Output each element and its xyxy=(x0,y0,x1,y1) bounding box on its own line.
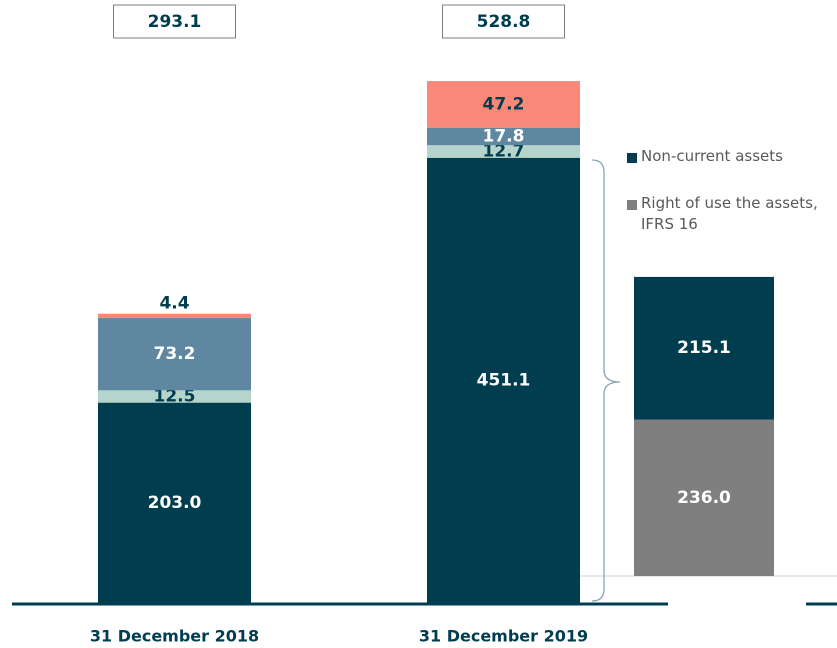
value-label: 17.8 xyxy=(483,126,525,146)
bar-segment xyxy=(98,313,251,319)
value-label: 203.0 xyxy=(148,493,202,513)
total-label: 293.1 xyxy=(148,12,202,32)
value-label: 215.1 xyxy=(677,338,731,358)
legend-item: Right of use the assets, IFRS 16 xyxy=(641,194,818,233)
bar-segment xyxy=(98,402,251,603)
legend-item: Non-current assets xyxy=(641,147,783,165)
total-box xyxy=(442,4,565,39)
bar-segment xyxy=(427,81,580,128)
bar-segment xyxy=(98,390,251,403)
value-label: 4.4 xyxy=(159,294,189,314)
bar-segment xyxy=(427,157,580,604)
value-label: 73.2 xyxy=(154,344,196,364)
legend-label: Non-current assets xyxy=(641,147,783,165)
legend-swatch xyxy=(627,200,637,210)
value-label: 12.7 xyxy=(483,141,525,161)
value-label: 47.2 xyxy=(483,94,525,114)
bar-segment xyxy=(427,145,580,158)
category-label: 31 December 2018 xyxy=(90,627,259,646)
bracket xyxy=(591,159,621,602)
breakdown-segment xyxy=(634,419,774,576)
category-label: 31 December 2019 xyxy=(419,627,588,646)
value-label: 12.5 xyxy=(154,386,196,406)
breakdown-segment xyxy=(634,276,774,420)
total-label: 528.8 xyxy=(477,12,531,32)
legend-label: Right of use the assets, IFRS 16 xyxy=(641,194,818,233)
legend-swatch xyxy=(627,153,637,163)
total-box xyxy=(113,4,236,39)
bar-segment xyxy=(98,318,251,391)
bar-segment xyxy=(427,127,580,146)
value-label: 236.0 xyxy=(677,488,731,508)
value-label: 451.1 xyxy=(477,370,531,390)
